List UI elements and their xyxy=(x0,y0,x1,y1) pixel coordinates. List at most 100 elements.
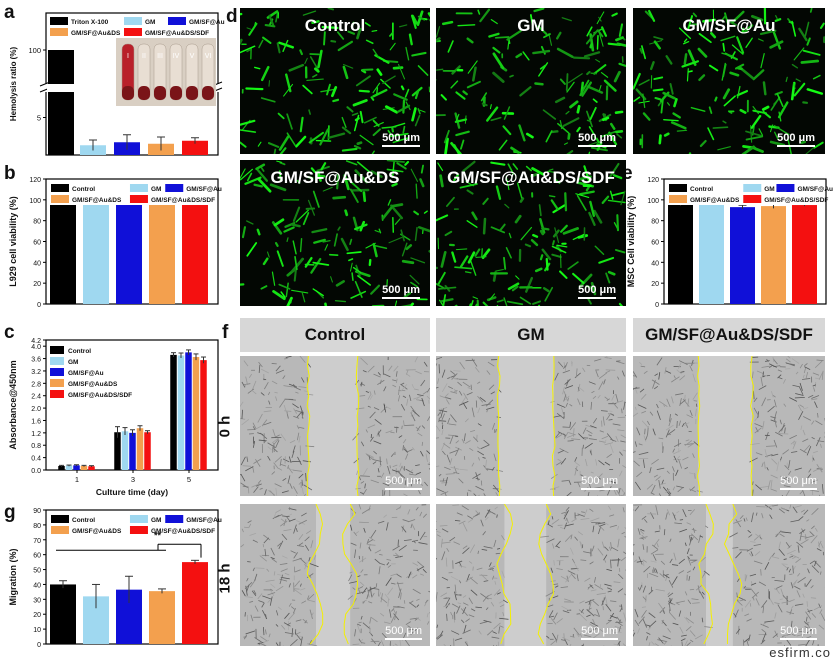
axis-break-mask xyxy=(212,84,224,92)
cell-mark xyxy=(641,420,649,429)
cell-mark xyxy=(257,413,263,423)
cell-mark xyxy=(333,233,338,247)
cell-mark xyxy=(486,468,494,471)
legend-label: GM xyxy=(151,517,161,524)
cell-mark xyxy=(272,290,286,301)
scratch-header-sdf: GM/SF@Au&DS/SDF xyxy=(633,318,825,352)
cell-mark xyxy=(543,33,551,39)
cell-mark xyxy=(735,599,743,606)
bar xyxy=(83,200,109,304)
cell-mark xyxy=(352,643,360,646)
cell-mark xyxy=(788,568,791,573)
cell-mark xyxy=(816,548,822,552)
cell-mark xyxy=(761,105,770,111)
cell-mark xyxy=(781,495,784,496)
cell-mark xyxy=(482,456,486,459)
scratch-image-control-0h: 500 μm xyxy=(240,356,430,496)
cell-mark xyxy=(670,121,687,130)
cell-mark xyxy=(641,515,647,520)
cell-mark xyxy=(246,456,249,462)
cell-mark xyxy=(789,397,798,402)
cell-mark xyxy=(774,630,778,637)
cell-mark xyxy=(803,367,807,374)
cell-mark xyxy=(394,426,399,429)
cell-mark xyxy=(761,397,767,407)
cell-mark xyxy=(374,549,382,554)
cell-mark xyxy=(714,96,718,102)
cell-mark xyxy=(359,110,364,124)
cell-mark xyxy=(665,488,671,494)
cell-mark xyxy=(675,393,684,396)
cell-mark xyxy=(246,220,254,225)
cell-mark xyxy=(770,96,781,111)
cell-mark xyxy=(786,362,795,366)
cell-mark xyxy=(659,606,666,614)
cell-mark xyxy=(396,582,404,585)
cell-mark xyxy=(415,479,422,482)
cell-mark xyxy=(689,409,693,417)
cell-mark xyxy=(395,371,398,377)
cell-mark xyxy=(639,530,645,535)
cell-mark xyxy=(272,429,277,439)
cell-mark xyxy=(503,106,511,120)
cell-mark xyxy=(412,562,419,567)
bar xyxy=(192,357,200,470)
cell-mark xyxy=(460,619,465,624)
cell-mark xyxy=(390,582,396,585)
cell-mark xyxy=(462,629,471,634)
cell-mark xyxy=(599,489,605,492)
cell-mark xyxy=(445,396,452,400)
cell-mark xyxy=(795,393,804,396)
cell-mark xyxy=(362,370,367,373)
cell-mark xyxy=(584,458,588,467)
cell-mark xyxy=(400,304,411,306)
cell-mark xyxy=(466,391,473,396)
cell-mark xyxy=(258,361,263,368)
cell-mark xyxy=(291,223,301,228)
cell-mark xyxy=(289,298,293,304)
cell-mark xyxy=(472,512,481,518)
cell-mark xyxy=(288,456,292,463)
cell-mark xyxy=(639,47,644,54)
cell-mark xyxy=(417,15,426,21)
cell-mark xyxy=(701,617,704,623)
cell-mark xyxy=(556,559,564,562)
cell-mark xyxy=(802,429,806,436)
cell-mark xyxy=(508,232,512,239)
cell-mark xyxy=(439,174,444,188)
cell-mark xyxy=(762,81,767,96)
cell-mark xyxy=(454,266,473,270)
cell-mark xyxy=(798,628,803,631)
cell-mark xyxy=(804,535,814,539)
cell-mark xyxy=(755,484,763,491)
cell-mark xyxy=(603,558,607,563)
cell-mark xyxy=(411,107,417,122)
cell-mark xyxy=(374,418,382,425)
cell-mark xyxy=(574,461,581,466)
cell-mark xyxy=(687,599,692,605)
cell-mark xyxy=(594,614,600,617)
cell-mark xyxy=(485,607,489,611)
cell-mark xyxy=(397,470,403,478)
cell-mark xyxy=(806,37,811,46)
cell-mark xyxy=(646,420,650,426)
cell-mark xyxy=(746,639,749,646)
cell-mark xyxy=(566,517,569,524)
cell-mark xyxy=(403,420,405,427)
cell-mark xyxy=(405,244,413,251)
cell-mark xyxy=(442,450,446,456)
cell-mark xyxy=(378,592,382,597)
cell-mark xyxy=(682,40,690,45)
cell-mark xyxy=(245,466,254,472)
cell-mark xyxy=(240,418,246,420)
cell-mark xyxy=(671,376,680,383)
cell-mark xyxy=(271,558,278,563)
cell-mark xyxy=(481,548,488,551)
cell-mark xyxy=(309,563,319,568)
cell-mark xyxy=(490,226,506,234)
cell-mark xyxy=(612,423,621,426)
cell-mark xyxy=(676,420,678,429)
cell-mark xyxy=(355,379,360,385)
cell-mark xyxy=(386,558,392,561)
cell-mark xyxy=(503,256,507,270)
